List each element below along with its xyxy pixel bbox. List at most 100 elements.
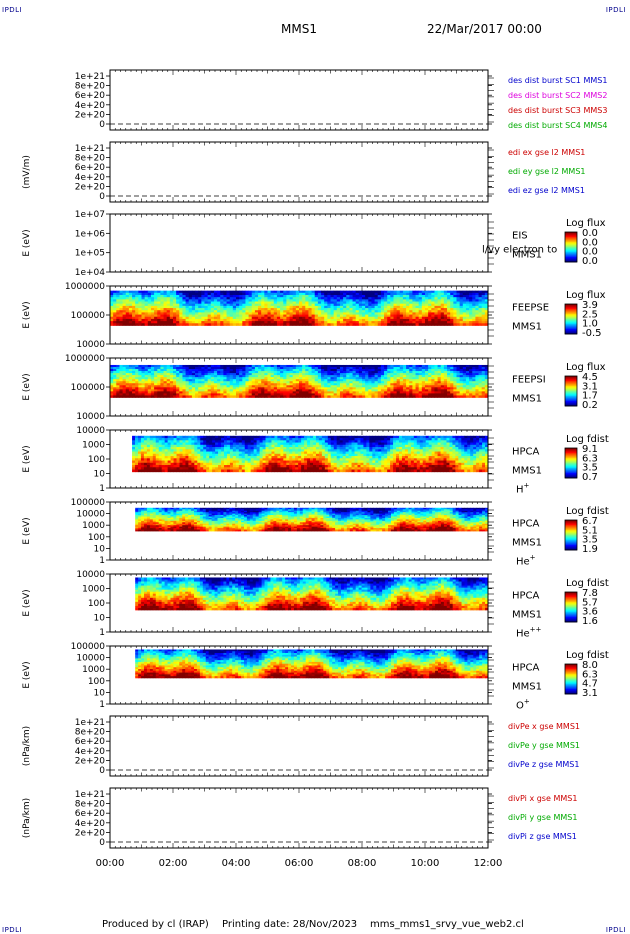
spectrogram-cell <box>163 366 168 370</box>
spectrogram-cell <box>242 299 246 302</box>
spectrogram-cell <box>204 366 209 370</box>
spectrogram-cell <box>317 305 322 309</box>
spectrogram-cell <box>143 438 148 441</box>
spectrogram-cell <box>122 301 127 305</box>
spectrogram-cell <box>245 395 249 398</box>
spectrogram-cell <box>213 299 218 302</box>
spectrogram-cell <box>185 366 190 370</box>
spectrogram-cell <box>169 305 174 309</box>
spectrogram-cell <box>204 316 209 320</box>
spectrogram-cell <box>163 292 168 296</box>
colorbar-step <box>565 316 577 319</box>
spectrogram-cell <box>164 435 169 439</box>
spectrogram-cell <box>220 379 224 382</box>
spectrogram-cell <box>330 305 335 309</box>
spectrogram-cell <box>169 379 174 382</box>
spectrogram-cell <box>146 458 151 461</box>
spectrogram-cell <box>223 323 227 326</box>
spectrogram-cell <box>226 387 231 390</box>
spectrogram-cell <box>355 321 360 324</box>
spectrogram-cell <box>390 381 394 384</box>
spectrogram-cell <box>141 312 146 315</box>
spectrogram-cell <box>245 366 249 370</box>
spectrogram-cell <box>286 316 290 320</box>
spectrogram-cell <box>327 312 331 315</box>
colorbar-step <box>565 376 577 378</box>
spectrogram-cell <box>415 387 420 390</box>
spectrogram-cell <box>387 301 391 305</box>
spectrogram-cell <box>166 383 171 386</box>
spectrogram-cell <box>443 292 448 296</box>
spectrogram-cell <box>358 290 363 294</box>
spectrogram-cell <box>210 310 215 313</box>
spectrogram-cell <box>273 294 278 298</box>
spectrogram-cell <box>166 387 171 390</box>
spectrogram-cell <box>295 389 300 392</box>
spectrogram-cell <box>254 364 259 368</box>
spectrogram-cell <box>164 438 169 441</box>
spectrogram-cell <box>314 316 319 320</box>
spectrogram-cell <box>462 364 467 368</box>
spectrogram-cell <box>154 292 158 296</box>
spectrogram-cell <box>245 373 249 376</box>
spectrogram-cell <box>465 393 470 396</box>
spectrogram-cell <box>368 379 372 382</box>
spectrogram-cell <box>264 364 268 368</box>
spectrogram-cell <box>198 381 202 384</box>
spectrogram-cell <box>122 303 127 307</box>
spectrogram-cell <box>390 383 394 386</box>
spectrogram-cell <box>144 379 149 382</box>
spectrogram-cell <box>160 383 164 386</box>
spectrogram-cell <box>135 469 139 473</box>
spectrogram-cell <box>169 387 174 390</box>
spectrogram-cell <box>154 395 158 398</box>
spectrogram-cell <box>365 379 369 382</box>
spectrogram-cell <box>339 312 344 315</box>
spectrogram-cell <box>330 395 335 398</box>
spectrogram-cell <box>362 385 366 388</box>
spectrogram-cell <box>393 312 398 315</box>
spectrogram-cell <box>236 371 240 374</box>
spectrogram-cell <box>302 314 306 318</box>
spectrogram-cell <box>152 469 157 473</box>
spectrogram-cell <box>475 391 479 394</box>
spectrogram-cell <box>166 375 171 378</box>
spectrogram-cell <box>160 310 164 313</box>
spectrogram-cell <box>384 316 388 320</box>
spectrogram-cell <box>475 383 479 386</box>
spectrogram-cell <box>450 393 454 396</box>
spectrogram-cell <box>402 389 407 392</box>
spectrogram-cell <box>135 373 139 376</box>
spectrogram-cell <box>161 469 166 473</box>
spectrogram-cell <box>447 294 451 298</box>
spectrogram-cell <box>346 321 350 324</box>
spectrogram-cell <box>362 377 366 380</box>
spectrogram-cell <box>302 389 306 392</box>
spectrogram-cell <box>434 312 438 315</box>
spectrogram-cell <box>267 381 272 384</box>
spectrogram-cell <box>264 321 268 324</box>
spectrogram-cell <box>371 379 375 382</box>
spectrogram-cell <box>132 297 136 300</box>
spectrogram-cell <box>384 393 388 396</box>
spectrogram-cell <box>415 299 420 302</box>
spectrogram-cell <box>128 290 133 294</box>
spectrogram-cell <box>119 299 123 302</box>
spectrogram-cell <box>245 393 249 396</box>
spectrogram-cell <box>161 456 166 459</box>
spectrogram-cell <box>456 318 461 322</box>
spectrogram-cell <box>213 379 218 382</box>
spectrogram-cell <box>154 299 158 302</box>
legend-entry: des dist burst SC1 MMS1 <box>508 76 607 85</box>
spectrogram-cell <box>317 371 322 374</box>
spectrogram-cell <box>261 292 265 296</box>
spectrogram-cell <box>248 383 253 386</box>
spectrogram-cell <box>352 389 357 392</box>
spectrogram-cell <box>469 301 473 305</box>
spectrogram-cell <box>258 299 262 302</box>
spectrogram-cell <box>292 294 297 298</box>
spectrogram-cell <box>321 310 325 313</box>
spectrogram-cell <box>362 379 366 382</box>
spectrogram-cell <box>365 316 369 320</box>
spectrogram-cell <box>443 393 448 396</box>
